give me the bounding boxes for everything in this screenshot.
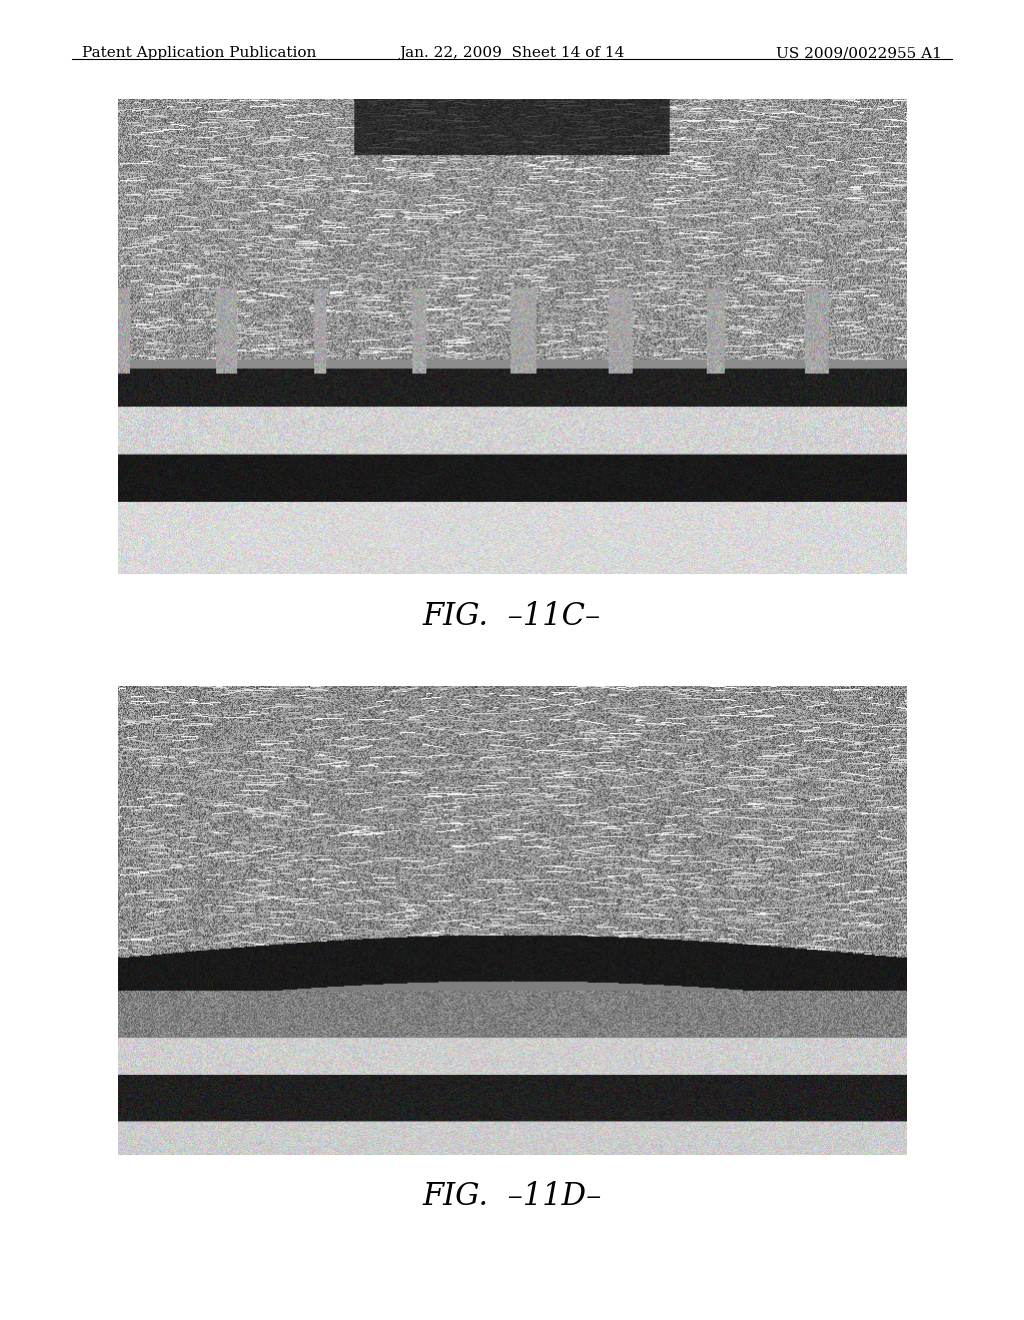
Text: Patent Application Publication: Patent Application Publication [82,46,316,61]
Text: US 2009/0022955 A1: US 2009/0022955 A1 [776,46,942,61]
Text: FIG.  –11D–: FIG. –11D– [422,1181,602,1212]
Text: FIG.  –11C–: FIG. –11C– [423,601,601,631]
Text: Jan. 22, 2009  Sheet 14 of 14: Jan. 22, 2009 Sheet 14 of 14 [399,46,625,61]
